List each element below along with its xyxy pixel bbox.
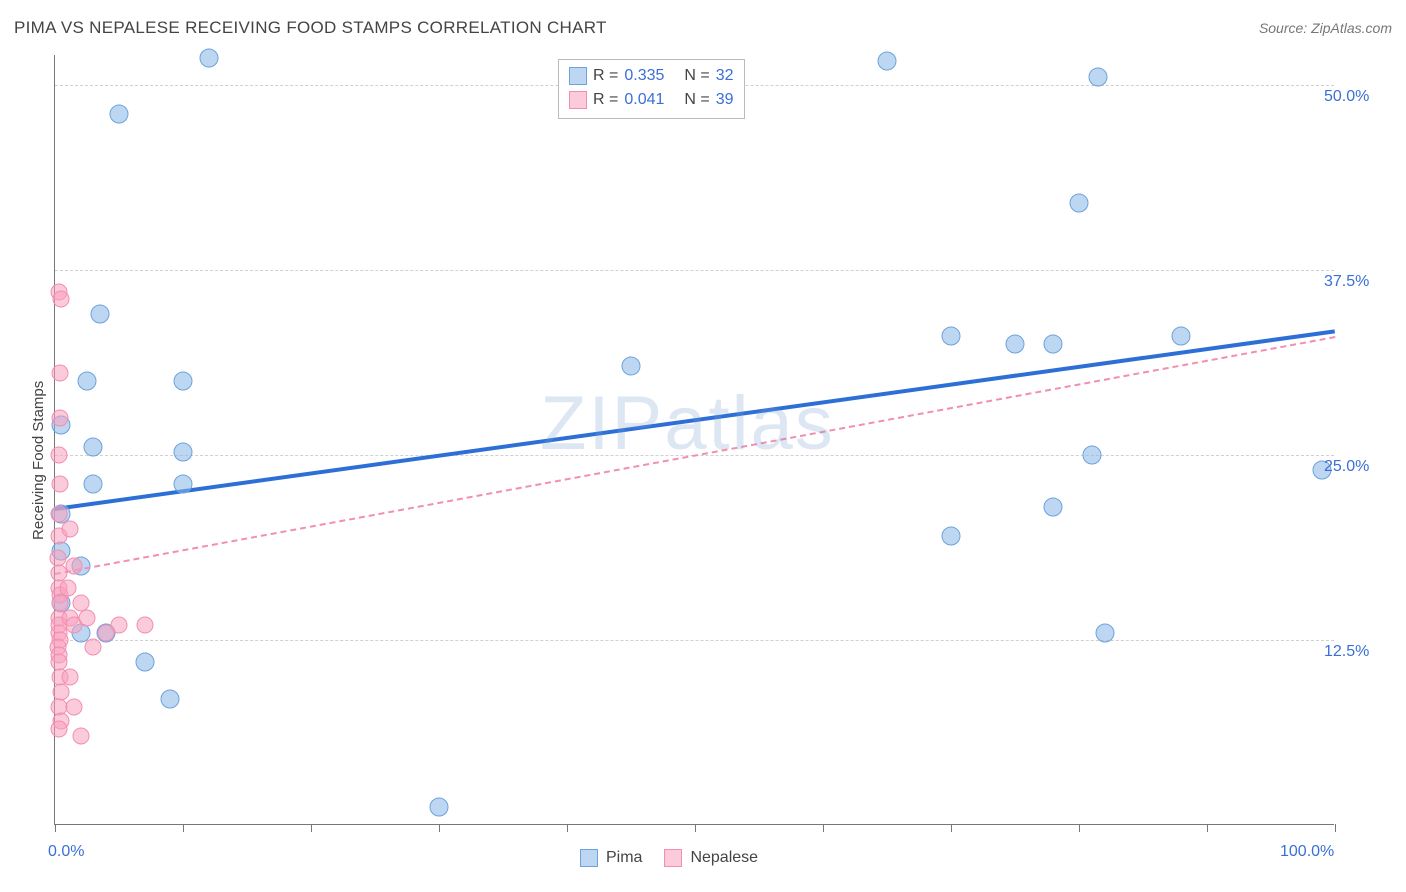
data-point bbox=[84, 438, 103, 457]
x-tick bbox=[439, 824, 440, 832]
data-point bbox=[62, 668, 79, 685]
x-tick bbox=[55, 824, 56, 832]
data-point bbox=[1044, 497, 1063, 516]
data-point bbox=[66, 698, 83, 715]
n-label: N = bbox=[684, 64, 709, 88]
legend-swatch bbox=[580, 849, 598, 867]
data-point bbox=[622, 356, 641, 375]
data-point bbox=[174, 475, 193, 494]
data-point bbox=[85, 639, 102, 656]
data-point bbox=[52, 365, 69, 382]
legend-item: Pima bbox=[580, 849, 642, 867]
data-point bbox=[52, 409, 69, 426]
data-point bbox=[79, 609, 96, 626]
data-point bbox=[52, 476, 69, 493]
r-label: R = bbox=[593, 64, 618, 88]
x-axis-max-label: 100.0% bbox=[1280, 843, 1334, 861]
gridline bbox=[55, 270, 1334, 271]
data-point bbox=[62, 520, 79, 537]
data-point bbox=[66, 557, 83, 574]
data-point bbox=[199, 48, 218, 67]
legend-label: Pima bbox=[606, 849, 642, 867]
data-point bbox=[72, 728, 89, 745]
x-tick bbox=[951, 824, 952, 832]
data-point bbox=[50, 446, 67, 463]
correlation-legend: R = 0.335 N = 32 R = 0.041 N = 39 bbox=[558, 59, 745, 119]
x-tick bbox=[695, 824, 696, 832]
legend-swatch bbox=[569, 91, 587, 109]
x-tick bbox=[183, 824, 184, 832]
x-axis-min-label: 0.0% bbox=[48, 843, 84, 861]
trend-line-nepalese bbox=[55, 336, 1335, 575]
trend-line-pima bbox=[55, 329, 1336, 511]
data-point bbox=[174, 371, 193, 390]
data-point bbox=[1044, 334, 1063, 353]
x-tick bbox=[311, 824, 312, 832]
plot-area bbox=[54, 55, 1334, 825]
y-tick-label: 37.5% bbox=[1324, 273, 1369, 291]
data-point bbox=[50, 506, 67, 523]
data-point bbox=[161, 690, 180, 709]
data-point bbox=[53, 291, 70, 308]
source-attribution: Source: ZipAtlas.com bbox=[1259, 20, 1392, 36]
legend-label: Nepalese bbox=[690, 849, 758, 867]
n-label: N = bbox=[684, 88, 709, 112]
data-point bbox=[135, 653, 154, 672]
data-point bbox=[174, 442, 193, 461]
r-label: R = bbox=[593, 88, 618, 112]
legend-stat-row: R = 0.335 N = 32 bbox=[569, 64, 734, 88]
legend-swatch bbox=[664, 849, 682, 867]
x-tick bbox=[1079, 824, 1080, 832]
x-tick bbox=[823, 824, 824, 832]
data-point bbox=[1089, 68, 1108, 87]
chart-title: PIMA VS NEPALESE RECEIVING FOOD STAMPS C… bbox=[14, 18, 607, 38]
data-point bbox=[942, 527, 961, 546]
data-point bbox=[110, 105, 129, 124]
y-tick-label: 50.0% bbox=[1324, 88, 1369, 106]
data-point bbox=[78, 371, 97, 390]
y-tick-label: 25.0% bbox=[1324, 458, 1369, 476]
y-axis-title: Receiving Food Stamps bbox=[30, 381, 47, 540]
data-point bbox=[1070, 194, 1089, 213]
data-point bbox=[1082, 445, 1101, 464]
data-point bbox=[942, 327, 961, 346]
data-point bbox=[111, 617, 128, 634]
data-point bbox=[90, 305, 109, 324]
x-tick bbox=[1335, 824, 1336, 832]
data-point bbox=[59, 580, 76, 597]
data-point bbox=[1095, 623, 1114, 642]
r-value: 0.335 bbox=[624, 64, 664, 88]
data-point bbox=[878, 51, 897, 70]
gridline bbox=[55, 640, 1334, 641]
r-value: 0.041 bbox=[624, 88, 664, 112]
x-tick bbox=[1207, 824, 1208, 832]
series-legend: Pima Nepalese bbox=[580, 849, 758, 867]
legend-swatch bbox=[569, 67, 587, 85]
legend-stat-row: R = 0.041 N = 39 bbox=[569, 88, 734, 112]
legend-item: Nepalese bbox=[664, 849, 758, 867]
y-tick-label: 12.5% bbox=[1324, 643, 1369, 661]
data-point bbox=[430, 798, 449, 817]
data-point bbox=[1006, 334, 1025, 353]
data-point bbox=[136, 617, 153, 634]
data-point bbox=[1172, 327, 1191, 346]
data-point bbox=[50, 720, 67, 737]
data-point bbox=[84, 475, 103, 494]
n-value: 39 bbox=[716, 88, 734, 112]
n-value: 32 bbox=[716, 64, 734, 88]
x-tick bbox=[567, 824, 568, 832]
